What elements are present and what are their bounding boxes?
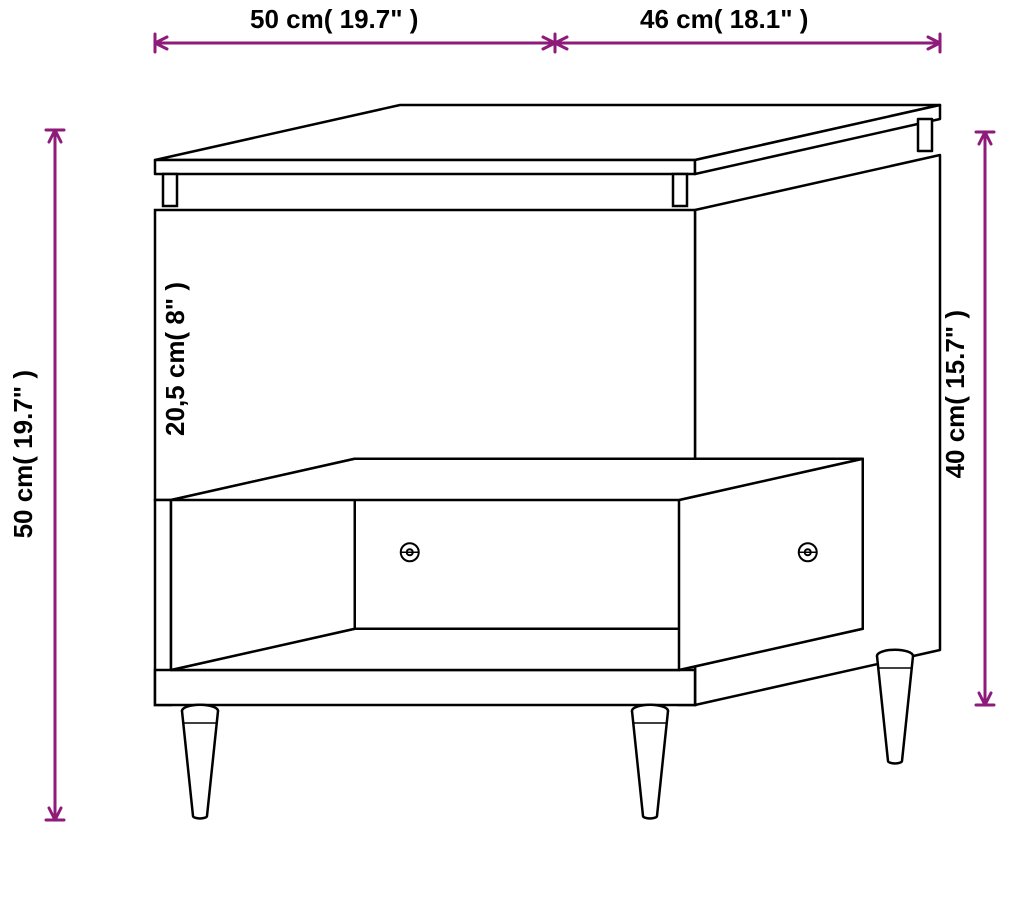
dimension-label-width-front: 50 cm( 19.7" ) (250, 4, 418, 35)
dimension-label-depth: 46 cm( 18.1" ) (640, 4, 808, 35)
dimension-label-height-total: 50 cm( 19.7" ) (8, 370, 39, 538)
dimension-label-drawer-height: 20,5 cm( 8" ) (160, 282, 191, 436)
diagram-stage: 50 cm( 19.7" ) 46 cm( 18.1" ) 50 cm( 19.… (0, 0, 1020, 897)
dimension-label-height-body: 40 cm( 15.7" ) (940, 310, 971, 478)
